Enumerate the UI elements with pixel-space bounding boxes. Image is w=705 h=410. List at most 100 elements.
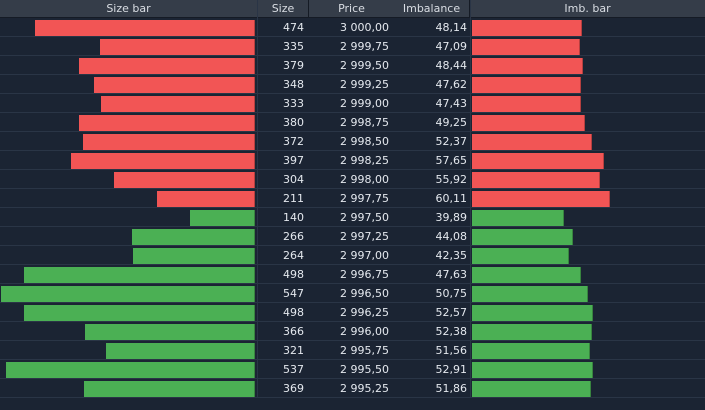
imbalance-cell[interactable]: 42,35 [435, 249, 468, 262]
size-cell[interactable]: 211 [283, 192, 304, 205]
imbalance-cell[interactable]: 52,38 [435, 325, 468, 338]
size-cell[interactable]: 366 [283, 325, 304, 338]
ladder-row[interactable]: 537 2 995,50 52,91 [0, 360, 705, 379]
size-cell[interactable]: 321 [283, 344, 304, 357]
size-cell[interactable]: 372 [283, 135, 304, 148]
ladder-row[interactable]: 369 2 995,25 51,86 [0, 379, 705, 398]
size-cell[interactable]: 335 [283, 40, 304, 53]
imbalance-bar [472, 267, 581, 283]
price-cell[interactable]: 2 996,75 [340, 268, 389, 281]
imbalance-bar [472, 77, 581, 93]
price-cell[interactable]: 2 996,00 [340, 325, 389, 338]
ladder-row[interactable]: 333 2 999,00 47,43 [0, 94, 705, 113]
size-cell[interactable]: 380 [283, 116, 304, 129]
imbalance-cell[interactable]: 52,57 [435, 306, 468, 319]
imbalance-cell[interactable]: 47,43 [435, 97, 468, 110]
price-cell[interactable]: 2 995,75 [340, 344, 389, 357]
size-cell[interactable]: 498 [283, 306, 304, 319]
price-cell[interactable]: 2 995,50 [340, 363, 389, 376]
ladder-row[interactable]: 380 2 998,75 49,25 [0, 113, 705, 132]
imbalance-bar [472, 153, 604, 169]
price-cell[interactable]: 2 997,00 [340, 249, 389, 262]
ladder-row[interactable]: 498 2 996,75 47,63 [0, 265, 705, 284]
size-bar [157, 191, 255, 207]
imbalance-bar [472, 115, 585, 131]
imbalance-cell[interactable]: 51,86 [435, 382, 468, 395]
ladder-row[interactable]: 304 2 998,00 55,92 [0, 170, 705, 189]
ladder-row[interactable]: 397 2 998,25 57,65 [0, 151, 705, 170]
price-cell[interactable]: 2 999,25 [340, 78, 389, 91]
imbalance-cell[interactable]: 44,08 [435, 230, 468, 243]
size-cell[interactable]: 379 [283, 59, 304, 72]
size-cell[interactable]: 369 [283, 382, 304, 395]
imbalance-cell[interactable]: 39,89 [435, 211, 468, 224]
price-cell[interactable]: 2 997,75 [340, 192, 389, 205]
price-cell[interactable]: 2 999,75 [340, 40, 389, 53]
imbalance-bar [472, 362, 593, 378]
price-cell[interactable]: 2 997,50 [340, 211, 389, 224]
header-size[interactable]: Size [258, 0, 309, 18]
imbalance-cell[interactable]: 51,56 [435, 344, 468, 357]
imbalance-cell[interactable]: 55,92 [435, 173, 468, 186]
imbalance-cell[interactable]: 50,75 [435, 287, 468, 300]
size-cell[interactable]: 266 [283, 230, 304, 243]
imbalance-cell[interactable]: 48,44 [435, 59, 468, 72]
header-imb-bar[interactable]: Imb. bar [470, 0, 705, 18]
size-cell[interactable]: 333 [283, 97, 304, 110]
imbalance-cell[interactable]: 47,09 [435, 40, 468, 53]
size-bar [100, 39, 255, 55]
ladder-row[interactable]: 366 2 996,00 52,38 [0, 322, 705, 341]
size-cell[interactable]: 498 [283, 268, 304, 281]
imbalance-cell[interactable]: 47,62 [435, 78, 468, 91]
size-cell[interactable]: 474 [283, 21, 304, 34]
ladder-row[interactable]: 266 2 997,25 44,08 [0, 227, 705, 246]
price-cell[interactable]: 3 000,00 [340, 21, 389, 34]
ladder-row[interactable]: 498 2 996,25 52,57 [0, 303, 705, 322]
imbalance-cell[interactable]: 48,14 [435, 21, 468, 34]
imbalance-cell[interactable]: 47,63 [435, 268, 468, 281]
price-cell[interactable]: 2 995,25 [340, 382, 389, 395]
size-bar [84, 381, 255, 397]
ladder-row[interactable]: 140 2 997,50 39,89 [0, 208, 705, 227]
size-cell[interactable]: 304 [283, 173, 304, 186]
price-cell[interactable]: 2 998,50 [340, 135, 389, 148]
imbalance-bar [472, 248, 569, 264]
imbalance-bar [472, 381, 591, 397]
imbalance-cell[interactable]: 52,91 [435, 363, 468, 376]
size-cell[interactable]: 547 [283, 287, 304, 300]
price-cell[interactable]: 2 998,75 [340, 116, 389, 129]
price-cell[interactable]: 2 998,00 [340, 173, 389, 186]
price-cell[interactable]: 2 998,25 [340, 154, 389, 167]
price-cell[interactable]: 2 996,50 [340, 287, 389, 300]
ladder-row[interactable]: 211 2 997,75 60,11 [0, 189, 705, 208]
ladder-row[interactable]: 348 2 999,25 47,62 [0, 75, 705, 94]
imbalance-bar [472, 286, 588, 302]
size-cell[interactable]: 264 [283, 249, 304, 262]
imbalance-bar [472, 20, 582, 36]
ladder-row[interactable]: 264 2 997,00 42,35 [0, 246, 705, 265]
size-cell[interactable]: 140 [283, 211, 304, 224]
size-cell[interactable]: 537 [283, 363, 304, 376]
ladder-row[interactable]: 547 2 996,50 50,75 [0, 284, 705, 303]
price-cell[interactable]: 2 996,25 [340, 306, 389, 319]
header-size-bar[interactable]: Size bar [0, 0, 258, 18]
ladder-row[interactable]: 379 2 999,50 48,44 [0, 56, 705, 75]
header-imbalance[interactable]: Imbalance [394, 0, 470, 18]
header-price[interactable]: Price [309, 0, 394, 18]
ladder-row[interactable]: 372 2 998,50 52,37 [0, 132, 705, 151]
size-bar [1, 286, 255, 302]
size-cell[interactable]: 348 [283, 78, 304, 91]
price-cell[interactable]: 2 999,00 [340, 97, 389, 110]
size-cell[interactable]: 397 [283, 154, 304, 167]
imbalance-cell[interactable]: 49,25 [435, 116, 468, 129]
size-bar [114, 172, 255, 188]
price-cell[interactable]: 2 997,25 [340, 230, 389, 243]
price-cell[interactable]: 2 999,50 [340, 59, 389, 72]
imbalance-cell[interactable]: 52,37 [435, 135, 468, 148]
imbalance-cell[interactable]: 57,65 [435, 154, 468, 167]
imbalance-cell[interactable]: 60,11 [435, 192, 468, 205]
ladder-row[interactable]: 321 2 995,75 51,56 [0, 341, 705, 360]
ladder-row[interactable]: 474 3 000,00 48,14 [0, 18, 705, 37]
ladder-row[interactable]: 335 2 999,75 47,09 [0, 37, 705, 56]
size-bar [106, 343, 255, 359]
